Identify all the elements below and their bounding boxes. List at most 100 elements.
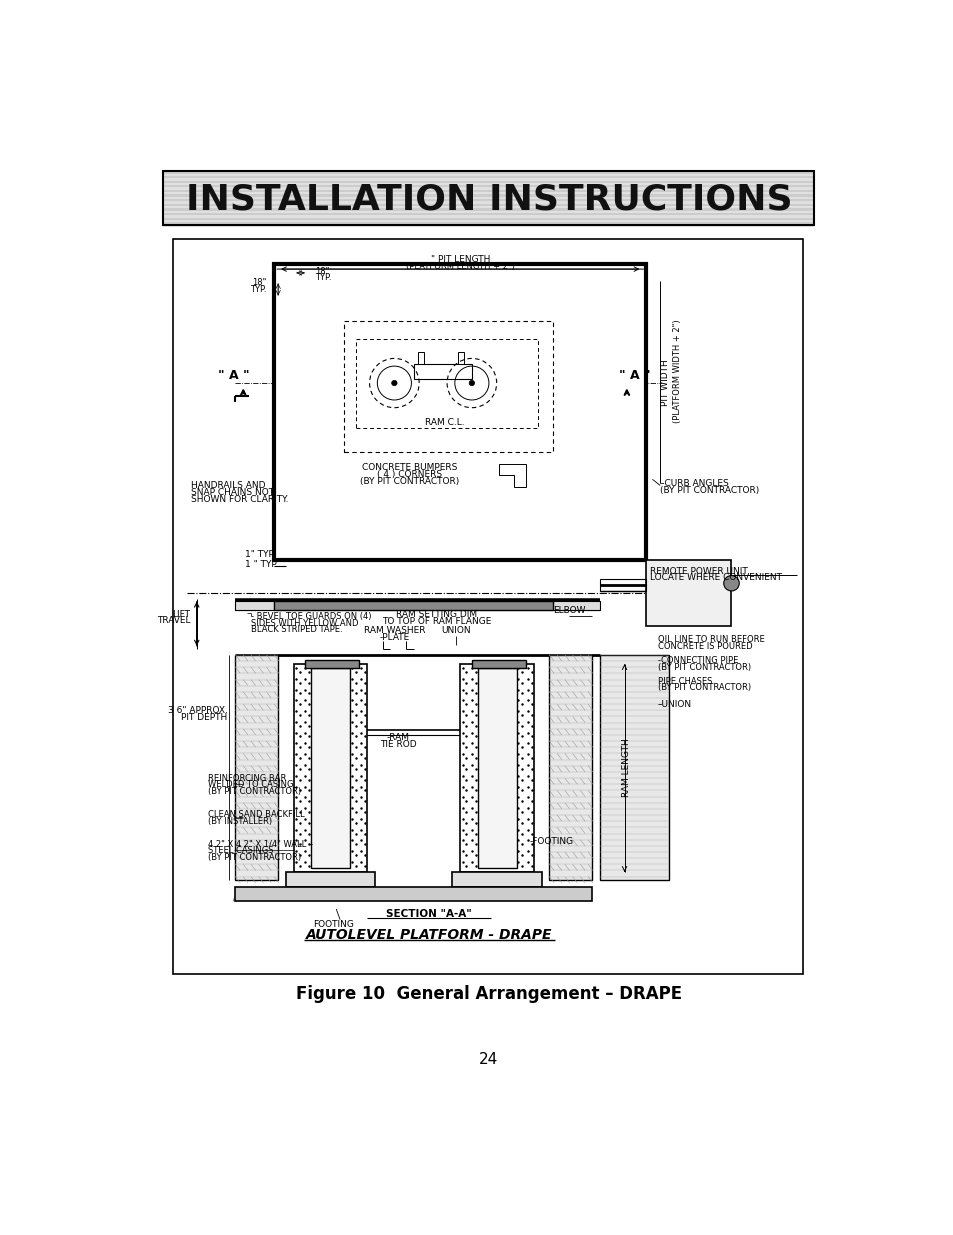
- Text: RAM SETTING DIM: RAM SETTING DIM: [396, 610, 477, 619]
- Text: (PLATFORM WIDTH + 2"): (PLATFORM WIDTH + 2"): [672, 320, 681, 424]
- Text: RAM C.L.: RAM C.L.: [425, 417, 464, 427]
- Text: STEEL CASINGS: STEEL CASINGS: [208, 846, 274, 855]
- Text: 1 " TYP.: 1 " TYP.: [245, 561, 277, 569]
- Bar: [163, 201, 814, 204]
- Text: (BY PIT CONTRACTOR): (BY PIT CONTRACTOR): [360, 477, 459, 487]
- Text: " A ": " A ": [618, 369, 650, 382]
- Text: (BY PIT CONTRACTOR): (BY PIT CONTRACTOR): [659, 485, 759, 494]
- Bar: [163, 194, 814, 196]
- Bar: [163, 180, 814, 183]
- Bar: [163, 190, 814, 193]
- Text: 3 6" APPROX.: 3 6" APPROX.: [168, 705, 228, 715]
- Text: (PLATFORM LENGTH + 2"): (PLATFORM LENGTH + 2"): [405, 262, 515, 270]
- Text: TRAVEL: TRAVEL: [157, 616, 191, 625]
- Bar: [457, 352, 464, 364]
- Bar: [163, 209, 814, 211]
- Polygon shape: [553, 601, 599, 610]
- Bar: [163, 206, 814, 209]
- Text: RAM LENGTH: RAM LENGTH: [621, 739, 631, 798]
- Bar: [235, 655, 278, 879]
- Text: (BY PIT CONTRACTOR): (BY PIT CONTRACTOR): [658, 663, 750, 672]
- Bar: [163, 225, 814, 227]
- Text: TYP.: TYP.: [250, 284, 266, 294]
- Text: ELBOW: ELBOW: [553, 605, 585, 615]
- Text: OIL LINE TO RUN BEFORE: OIL LINE TO RUN BEFORE: [658, 635, 763, 643]
- Text: –CURB ANGLES: –CURB ANGLES: [659, 479, 728, 488]
- Text: ( 4 ) CORNERS: ( 4 ) CORNERS: [377, 471, 442, 479]
- Text: REMOTE POWER UNIT: REMOTE POWER UNIT: [649, 567, 747, 577]
- Bar: [163, 220, 814, 222]
- Text: WELDED TO CASING: WELDED TO CASING: [208, 781, 294, 789]
- Text: RAM WASHER: RAM WASHER: [363, 626, 425, 636]
- Text: HANDRAILS AND: HANDRAILS AND: [192, 480, 266, 490]
- Text: LOCATE WHERE CONVENIENT: LOCATE WHERE CONVENIENT: [649, 573, 781, 583]
- Bar: [452, 872, 541, 888]
- Text: (BY PIT CONTRACTOR): (BY PIT CONTRACTOR): [208, 853, 301, 862]
- Text: CLEAN SAND BACKFILL: CLEAN SAND BACKFILL: [208, 810, 305, 819]
- Text: UNION: UNION: [441, 626, 471, 636]
- Text: 4 2" X 4 2" X 1/4" WALL –: 4 2" X 4 2" X 1/4" WALL –: [208, 839, 314, 848]
- Bar: [417, 352, 423, 364]
- Text: (BY PIT CONTRACTOR): (BY PIT CONTRACTOR): [208, 788, 301, 797]
- Text: -CONNECTING PIPE: -CONNECTING PIPE: [658, 656, 738, 664]
- Bar: [305, 661, 359, 668]
- Text: PIPE CHASES: PIPE CHASES: [658, 677, 712, 685]
- Bar: [163, 196, 814, 199]
- Text: REINFORCING BAR: REINFORCING BAR: [208, 773, 287, 783]
- Bar: [459, 664, 534, 872]
- Bar: [274, 601, 553, 610]
- Bar: [163, 174, 814, 175]
- Bar: [344, 321, 553, 452]
- Text: TIE ROD: TIE ROD: [379, 740, 416, 748]
- Bar: [163, 178, 814, 180]
- Text: -PLATE: -PLATE: [379, 634, 409, 642]
- Text: -FOOTING: -FOOTING: [530, 836, 574, 846]
- Circle shape: [723, 576, 739, 592]
- Bar: [599, 655, 669, 879]
- Bar: [163, 204, 814, 206]
- Text: Figure 10  General Arrangement – DRAPE: Figure 10 General Arrangement – DRAPE: [295, 984, 681, 1003]
- Bar: [163, 188, 814, 190]
- Text: 1" TYP.: 1" TYP.: [245, 551, 274, 559]
- Text: PIT WIDTH: PIT WIDTH: [660, 359, 669, 406]
- Text: TYP.: TYP.: [315, 273, 332, 282]
- Text: - BEVEL TOE GUARDS ON (4): - BEVEL TOE GUARDS ON (4): [251, 611, 371, 621]
- Bar: [163, 183, 814, 185]
- Polygon shape: [235, 601, 274, 610]
- Bar: [163, 212, 814, 215]
- Bar: [477, 668, 517, 868]
- Text: –UNION: –UNION: [658, 700, 691, 709]
- Bar: [163, 172, 814, 225]
- Bar: [163, 211, 814, 212]
- Bar: [163, 193, 814, 194]
- Text: AUTOLEVEL PLATFORM - DRAPE: AUTOLEVEL PLATFORM - DRAPE: [306, 929, 552, 942]
- Text: " A ": " A ": [218, 369, 250, 382]
- Text: (BY PIT CONTRACTOR): (BY PIT CONTRACTOR): [658, 683, 750, 693]
- Text: PIT DEPTH: PIT DEPTH: [181, 713, 228, 721]
- Bar: [274, 264, 645, 561]
- Bar: [294, 664, 367, 872]
- Bar: [163, 217, 814, 220]
- Bar: [549, 655, 592, 879]
- Bar: [163, 185, 814, 188]
- Bar: [599, 579, 645, 592]
- Text: FOOTING: FOOTING: [313, 920, 354, 929]
- Bar: [173, 240, 802, 974]
- Text: " PIT LENGTH: " PIT LENGTH: [430, 254, 490, 263]
- Circle shape: [469, 380, 474, 385]
- Text: SIDES WITH YELLOW AND: SIDES WITH YELLOW AND: [251, 619, 358, 627]
- Bar: [235, 888, 592, 902]
- Text: 24: 24: [478, 1052, 498, 1067]
- Bar: [163, 215, 814, 217]
- Text: SECTION "A-A": SECTION "A-A": [386, 909, 472, 919]
- Bar: [355, 340, 537, 427]
- Text: -RAM: -RAM: [386, 732, 410, 742]
- Bar: [291, 280, 629, 543]
- Text: SHOWN FOR CLARITY.: SHOWN FOR CLARITY.: [192, 495, 289, 504]
- Text: SNAP CHAINS NOT: SNAP CHAINS NOT: [192, 488, 274, 496]
- Bar: [414, 364, 472, 379]
- Text: LIFT: LIFT: [172, 610, 191, 619]
- Text: 18": 18": [315, 267, 330, 275]
- Bar: [163, 199, 814, 201]
- Bar: [286, 872, 375, 888]
